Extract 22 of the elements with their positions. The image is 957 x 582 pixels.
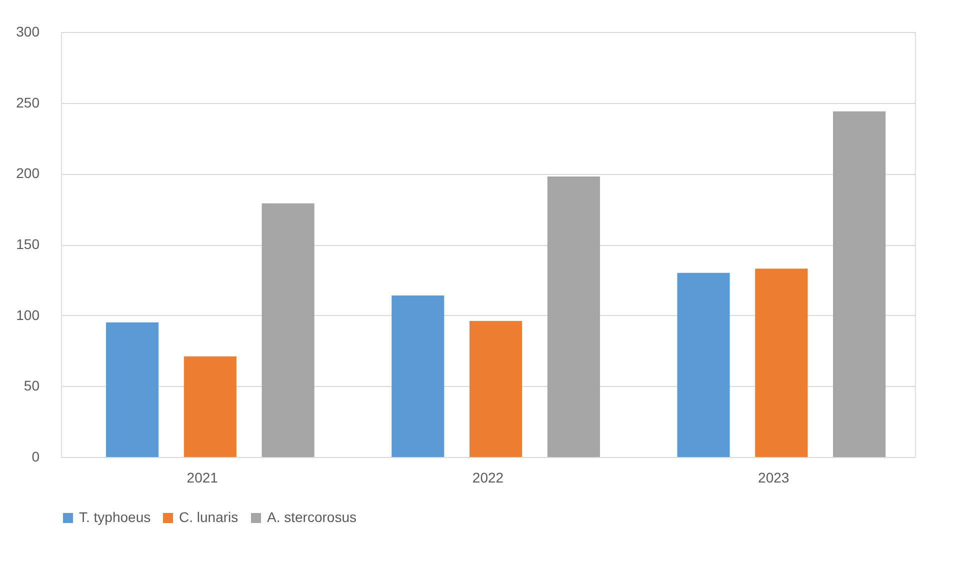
y-tick-label: 150 (16, 236, 40, 252)
x-tick-label: 2023 (758, 470, 790, 486)
legend-label: T. typhoeus (79, 509, 151, 525)
bar (547, 176, 600, 457)
legend-label: C. lunaris (179, 509, 238, 525)
bar (677, 272, 730, 457)
y-tick-label: 200 (16, 165, 40, 182)
bar (106, 322, 159, 457)
bar (184, 356, 236, 457)
y-tick-label: 250 (16, 94, 40, 110)
bar (262, 203, 314, 457)
y-tick-label: 100 (16, 306, 40, 323)
x-tick-label: 2022 (472, 470, 504, 486)
bar (470, 321, 522, 457)
legend-label: A. stercorosus (267, 509, 356, 525)
y-tick-label: 50 (24, 378, 40, 394)
bar (392, 296, 444, 457)
x-tick-label: 2021 (186, 470, 218, 486)
y-tick-label: 0 (32, 448, 40, 464)
bar (755, 268, 808, 457)
y-tick-label: 300 (16, 24, 40, 40)
bar (833, 111, 886, 457)
